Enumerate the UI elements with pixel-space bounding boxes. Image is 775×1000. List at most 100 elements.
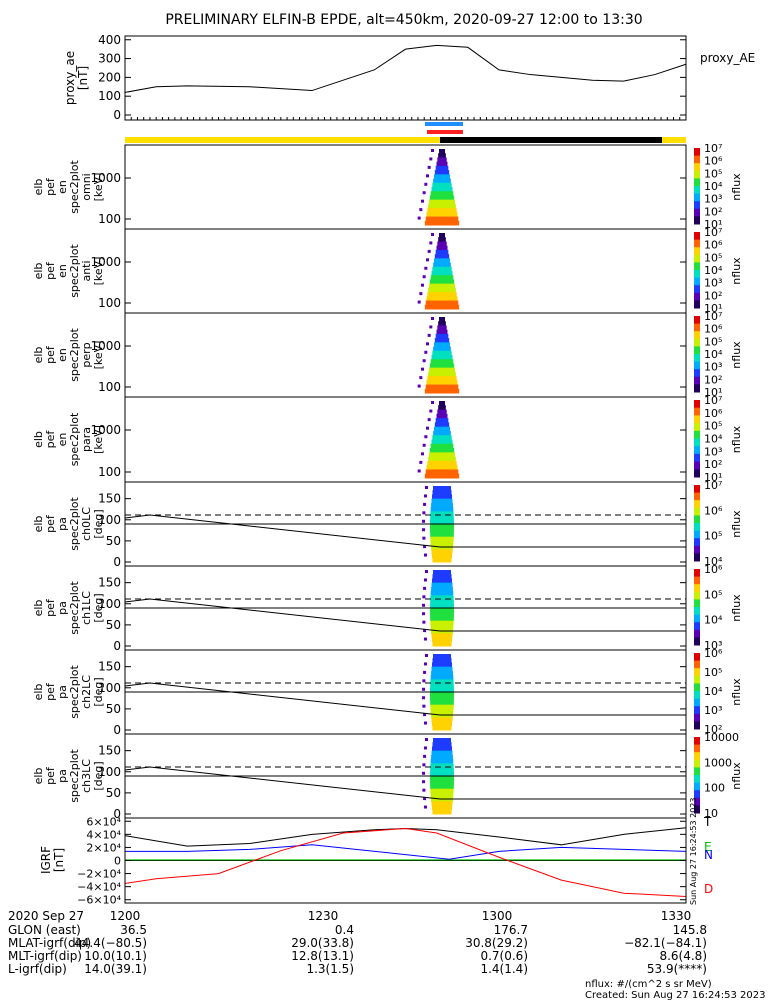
spectrogram-cell — [437, 241, 447, 247]
spectrogram-cell — [431, 498, 453, 504]
ephemeris-value: 36.5 — [120, 923, 147, 937]
spectrogram-cell — [423, 553, 427, 557]
eclipse-bar — [440, 137, 662, 143]
colorbar-tick-label: 10² — [704, 458, 722, 471]
spectrogram-cell — [433, 430, 451, 436]
colorbar-segment — [694, 453, 700, 463]
spectrogram-cell — [432, 809, 452, 815]
y-axis-label-line: [deg] — [92, 677, 105, 706]
spectrogram-cell — [434, 254, 450, 259]
spectrogram-cell — [431, 666, 453, 672]
colorbar-tick-label: 10³ — [704, 361, 722, 374]
y-axis-label-line: pef — [44, 177, 57, 196]
ephemeris-value: 10.0(10.1) — [84, 949, 147, 963]
colorbar-segment — [694, 193, 700, 202]
y-tick-label: 1000 — [90, 171, 121, 185]
colorbar-segment — [694, 607, 700, 616]
colorbar-tick-label: 10⁶ — [704, 239, 723, 252]
colorbar-tick-label: 10¹ — [704, 471, 722, 484]
colorbar-segment — [694, 545, 700, 554]
ephemeris-value: 0.7(0.6) — [480, 949, 528, 963]
colorbar-segment — [694, 584, 700, 593]
y-axis-label-line: ch2LC — [80, 675, 93, 709]
colorbar-tick-label: 10³ — [704, 193, 722, 206]
spectrogram-cell — [431, 439, 453, 445]
ephemeris-row-label: 2020 Sep 27 — [8, 909, 84, 923]
spectrogram-cell — [430, 763, 454, 769]
colorbar-segment — [694, 614, 700, 623]
spectrogram-cell — [423, 494, 427, 498]
spectrogram-cell — [417, 384, 421, 388]
spectrogram-cell — [435, 418, 449, 423]
spectrogram-cell — [430, 792, 454, 798]
colorbar-segment — [694, 446, 700, 455]
colorbar-segment — [694, 485, 700, 494]
colorbar-segment — [694, 430, 700, 439]
spectrogram-cell — [424, 220, 460, 226]
colorbar-tick-label: 10000 — [704, 731, 739, 744]
spectrogram-cell — [430, 515, 454, 521]
spectrogram-cell — [430, 620, 454, 626]
colorbar-segment — [694, 323, 700, 332]
colorbar-tick-label: 10⁵ — [704, 420, 722, 433]
colorbar-label: nflux — [730, 762, 743, 790]
spectrogram-cell — [439, 317, 445, 322]
colorbar-segment — [694, 415, 700, 424]
y-tick-label: 2×10⁴ — [86, 841, 121, 854]
spectrogram-cell — [429, 448, 455, 453]
y-axis-label-line: elb — [32, 263, 45, 280]
colorbar-tick-label: 10¹ — [704, 302, 722, 315]
spectrogram-cell — [425, 570, 428, 573]
colorbar-tick-label: 10³ — [704, 704, 722, 717]
spectrogram-cell — [431, 578, 453, 584]
spectrogram-cell — [439, 233, 445, 238]
y-tick-label: 100 — [98, 296, 121, 310]
colorbar-segment — [694, 698, 700, 707]
colorbar-label: nflux — [730, 425, 743, 453]
spectrogram-cell — [430, 675, 454, 680]
spectrogram-cell — [426, 212, 458, 218]
y-tick-label: 6×10⁴ — [86, 815, 121, 828]
colorbar-label: nflux — [730, 257, 743, 285]
colorbar-segment — [694, 354, 700, 363]
y-tick-label: 50 — [106, 786, 121, 800]
colorbar-tick-label: 10² — [704, 373, 722, 386]
spectrogram-cell — [433, 178, 451, 184]
spectrogram-cell — [426, 174, 429, 178]
spectrogram-cell — [422, 788, 426, 792]
spectrogram-cell — [424, 435, 428, 439]
spectrogram-cell — [427, 249, 431, 253]
colorbar-tick-label: 10³ — [704, 277, 722, 290]
spectrogram-cell — [426, 258, 429, 262]
igrf-series-N — [125, 844, 687, 860]
colorbar-segment — [694, 300, 700, 309]
y-tick-label: 0 — [114, 855, 121, 868]
spectrogram-cell — [426, 380, 458, 386]
spectrogram-cell — [423, 721, 427, 725]
colorbar-tick-label: 10⁵ — [704, 530, 722, 543]
colorbar-tick-label: 10⁶ — [704, 407, 723, 420]
y-tick-label: 100 — [98, 513, 121, 527]
colorbar-tick-label: 10⁵ — [704, 335, 722, 348]
spectrogram-cell — [419, 376, 423, 380]
spectrogram-cell — [434, 422, 450, 428]
spectrogram-cell — [424, 266, 428, 270]
colorbar-segment — [694, 775, 700, 784]
y-axis-label-line: spec2plot — [68, 328, 81, 382]
spectrogram-cell — [427, 165, 431, 169]
y-axis-label-line: [nT] — [52, 848, 66, 872]
plot-frame — [124, 144, 687, 230]
y-tick-label: −4×10⁴ — [77, 881, 121, 894]
spectrogram-cell — [429, 157, 433, 161]
colorbar-segment — [694, 239, 700, 248]
colorbar-segment — [694, 523, 700, 532]
y-axis-label-line: spec2plot — [68, 665, 81, 719]
colorbar-segment — [694, 186, 700, 195]
y-axis-label-line: ch3LC — [80, 759, 93, 793]
plot-frame — [124, 312, 687, 398]
ephemeris-value: 1.4(1.4) — [480, 962, 528, 976]
colorbar-tick-label: 10⁴ — [704, 348, 723, 361]
series-legend-label: proxy_AE — [700, 51, 755, 65]
colorbar-tick-label: 10⁶ — [704, 563, 723, 576]
